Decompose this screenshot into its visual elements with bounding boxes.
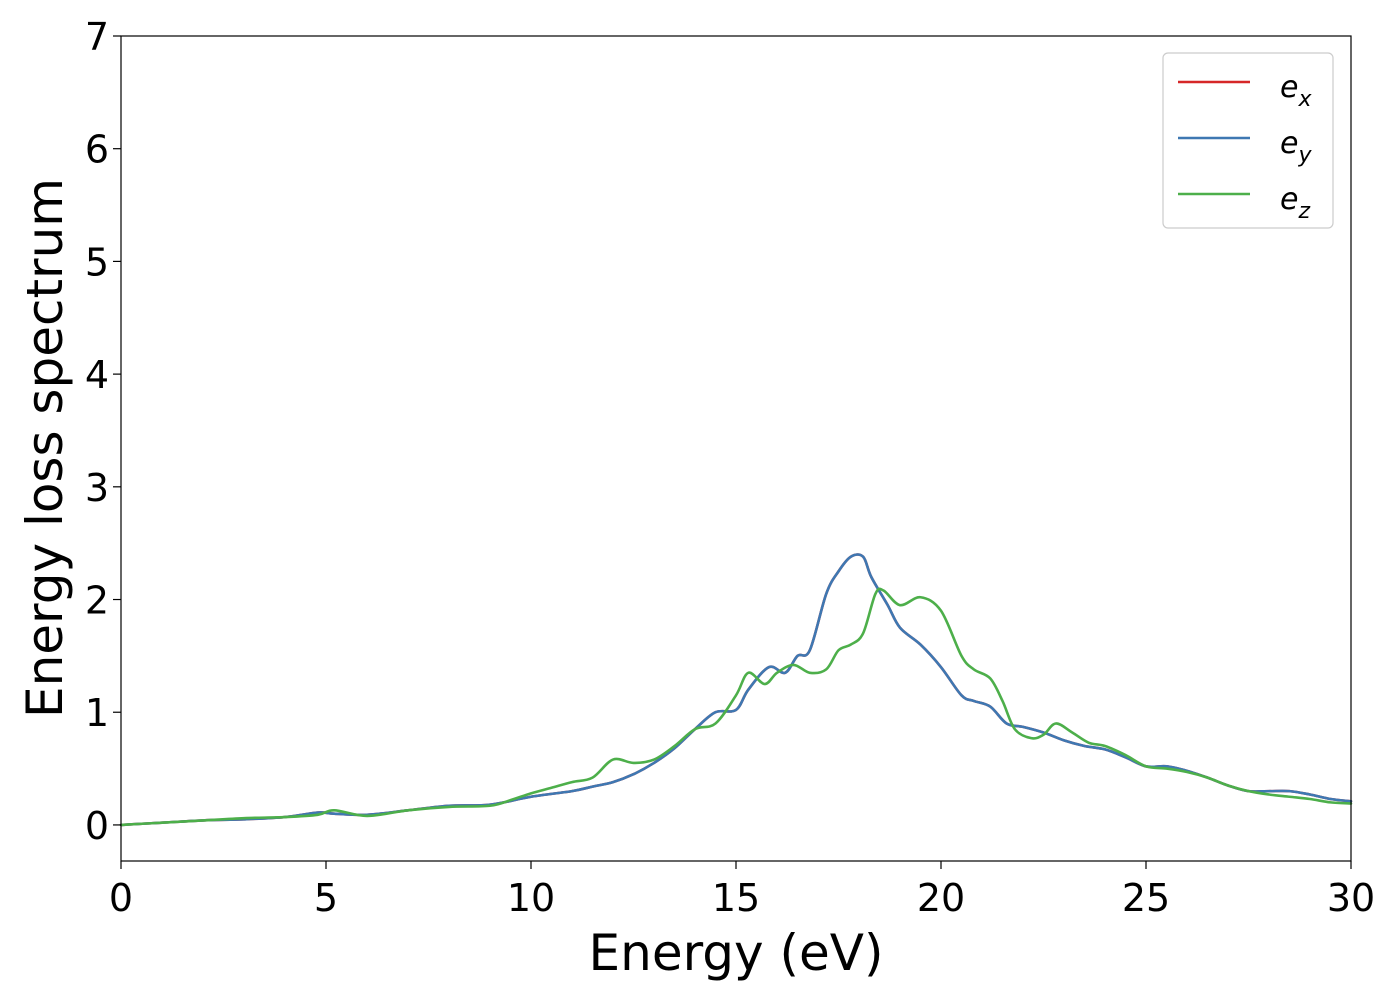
y-axis-label: Energy loss spectrum [16, 178, 74, 718]
x-tick-label: 30 [1327, 876, 1375, 920]
x-tick-label: 10 [507, 876, 555, 920]
y-axis-ticks: 0 1 2 3 4 5 6 7 [85, 15, 121, 848]
y-tick-label: 2 [85, 579, 109, 623]
x-tick-label: 5 [314, 876, 338, 920]
y-tick-label: 3 [85, 466, 109, 510]
legend-subscript: x [1297, 87, 1312, 112]
y-tick-label: 1 [85, 691, 109, 735]
legend-subscript: z [1297, 199, 1310, 224]
y-tick-label: 0 [85, 804, 109, 848]
x-tick-label: 0 [109, 876, 133, 920]
series-line-ez [119, 587, 1353, 827]
x-axis-ticks: 0 5 10 15 20 25 30 [109, 861, 1375, 920]
x-axis-label: Energy (eV) [589, 924, 884, 982]
x-tick-label: 15 [712, 876, 760, 920]
y-tick-label: 7 [85, 15, 109, 59]
legend-subscript: y [1297, 143, 1312, 168]
x-tick-label: 20 [917, 876, 965, 920]
y-tick-label: 5 [85, 240, 109, 284]
plot-lines [119, 553, 1353, 827]
y-tick-label: 6 [85, 128, 109, 172]
legend-box [1162, 52, 1334, 229]
x-tick-label: 25 [1122, 876, 1170, 920]
y-tick-label: 4 [85, 353, 109, 397]
